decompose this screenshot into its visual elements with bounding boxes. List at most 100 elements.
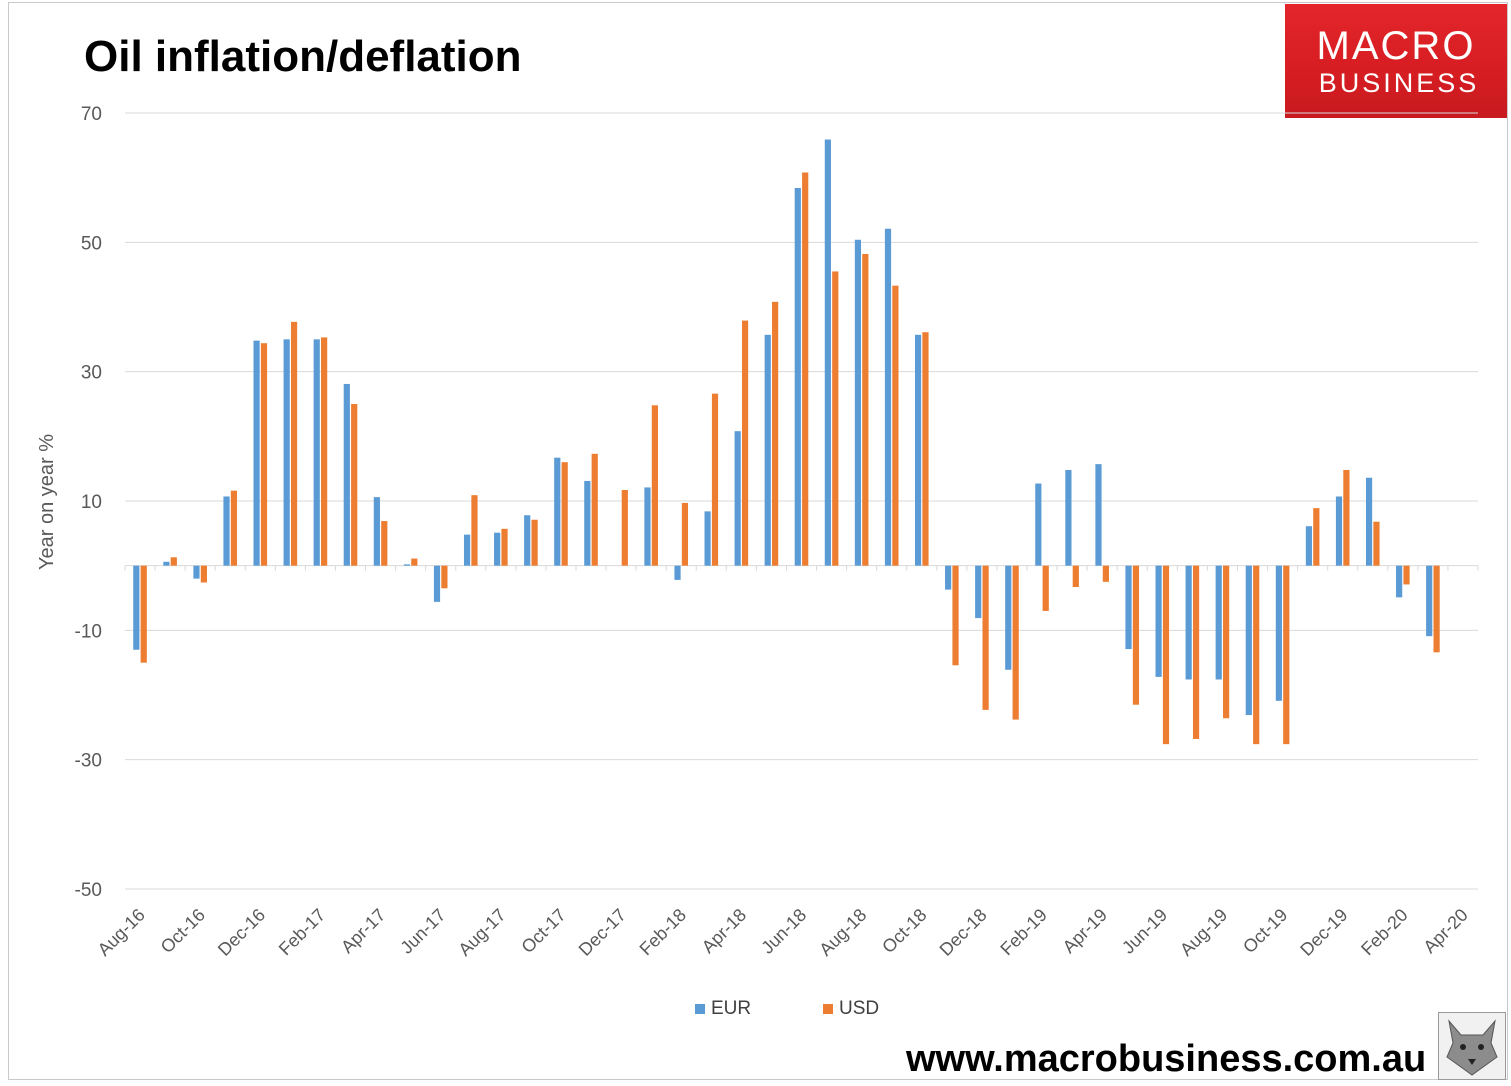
bar-eur-sep-17 [524, 515, 531, 566]
legend-eur-label: EUR [711, 998, 752, 1019]
bar-eur-nov-17 [584, 480, 591, 566]
website-url: www.macrobusiness.com.au [906, 1038, 1427, 1080]
y-tick-label: 70 [81, 104, 102, 125]
bar-eur-jun-19 [1155, 565, 1162, 677]
bar-eur-dec-19 [1335, 496, 1343, 566]
x-tick-label: Feb-20 [1357, 905, 1411, 959]
bar-eur-jan-20 [1365, 477, 1373, 566]
bar-usd-feb-18 [681, 502, 689, 566]
legend-usd-swatch [823, 1003, 833, 1014]
bar-usd-jan-18 [651, 405, 658, 566]
bar-eur-jul-19 [1185, 565, 1192, 680]
bar-eur-jul-17 [463, 534, 471, 566]
legend-usd-label: USD [839, 998, 880, 1019]
bar-usd-dec-19 [1343, 469, 1350, 566]
bar-eur-sep-19 [1245, 565, 1252, 716]
bar-usd-oct-17 [561, 462, 568, 566]
bar-eur-mar-19 [1065, 469, 1072, 566]
bar-usd-jan-17 [290, 321, 298, 566]
bar-eur-aug-18 [854, 239, 862, 566]
bar-eur-feb-17 [313, 339, 320, 566]
bar-usd-jun-19 [1162, 565, 1170, 745]
x-tick-label: Oct-19 [1239, 905, 1291, 957]
bar-eur-nov-19 [1305, 526, 1313, 566]
wolf-mascot-icon [1438, 1012, 1506, 1080]
bar-eur-jan-18 [644, 487, 651, 566]
bar-usd-mar-20 [1433, 565, 1440, 653]
bar-usd-nov-16 [230, 490, 238, 566]
x-tick-label: Apr-20 [1419, 905, 1471, 957]
x-tick-label: Aug-16 [94, 905, 149, 960]
bar-eur-oct-18 [914, 334, 922, 566]
bar-eur-jun-18 [794, 188, 801, 566]
bar-usd-aug-17 [501, 528, 508, 566]
x-axis-tick-labels: Aug-16 Oct-16 Dec-16 Feb-17 Apr-17 Jun-17 Aug-… [94, 905, 1472, 960]
bar-eur-mar-20 [1426, 565, 1433, 637]
chart-title: Oil inflation/deflation [84, 32, 522, 81]
bar-eur-oct-19 [1275, 565, 1282, 701]
bar-usd-oct-19 [1283, 565, 1290, 745]
bar-eur-jul-18 [824, 139, 831, 566]
bar-usd-jan-20 [1373, 521, 1380, 566]
bar-usd-jul-19 [1192, 565, 1200, 739]
bar-eur-jun-17 [433, 565, 441, 602]
bar-eur-feb-18 [674, 565, 681, 580]
bar-usd-nov-19 [1313, 508, 1320, 566]
bar-usd-sep-17 [531, 519, 538, 566]
bar-eur-oct-16 [193, 565, 200, 579]
bar-eur-dec-16 [253, 340, 260, 566]
x-tick-label: Oct-16 [157, 905, 209, 957]
bar-eur-may-19 [1125, 565, 1132, 650]
x-tick-label: Feb-18 [636, 905, 690, 959]
bar-usd-nov-18 [952, 565, 959, 666]
x-tick-label: Apr-17 [337, 905, 389, 957]
x-tick-label: Jun-18 [757, 905, 810, 958]
bar-eur-sep-16 [163, 561, 170, 566]
bar-usd-jan-19 [1012, 565, 1019, 720]
bar-usd-feb-17 [321, 337, 328, 566]
bar-usd-sep-18 [892, 285, 899, 566]
x-tick-label: Oct-17 [517, 905, 569, 957]
bar-usd-mar-18 [711, 393, 719, 566]
gridlines [124, 112, 1479, 890]
y-axis-label: Year on year % [36, 434, 58, 570]
x-tick-label: Dec-18 [936, 905, 991, 960]
bar-usd-jun-17 [441, 565, 448, 589]
bar-usd-mar-19 [1072, 565, 1079, 588]
macrobusiness-logo: MACRO BUSINESS [1285, 4, 1507, 118]
bar-usd-aug-16 [140, 565, 147, 663]
bar-eur-oct-17 [554, 457, 561, 566]
bars [133, 139, 1440, 745]
x-tick-label: Aug-17 [454, 905, 509, 960]
bar-usd-oct-18 [922, 332, 929, 566]
bar-usd-sep-19 [1253, 565, 1260, 745]
bar-eur-aug-19 [1215, 565, 1222, 680]
bar-usd-feb-20 [1403, 565, 1410, 585]
x-tick-label: Jun-19 [1118, 905, 1171, 958]
bar-usd-jul-18 [832, 271, 839, 566]
bar-usd-feb-19 [1042, 565, 1049, 611]
bar-usd-oct-16 [200, 565, 207, 583]
bar-usd-aug-19 [1223, 565, 1230, 719]
bar-usd-may-19 [1132, 565, 1140, 705]
y-tick-label: -50 [75, 880, 102, 901]
y-axis-tick-labels: 70 50 30 10 -10 -30 -50 [75, 104, 102, 901]
legend-eur: EUR [695, 998, 751, 1020]
x-tick-label: Dec-16 [214, 905, 269, 960]
x-tick-label: Apr-18 [698, 905, 750, 957]
y-tick-label: 50 [81, 233, 102, 254]
bar-eur-apr-19 [1095, 464, 1102, 566]
bar-eur-apr-17 [373, 497, 380, 566]
x-tick-label: Feb-17 [275, 905, 329, 959]
bar-eur-mar-17 [343, 383, 350, 566]
logo-line-2: BUSINESS [1318, 68, 1480, 98]
bar-usd-dec-18 [982, 565, 989, 710]
x-tick-label: Jun-17 [396, 905, 449, 958]
legend-eur-swatch [695, 1003, 705, 1014]
bar-eur-apr-18 [734, 431, 741, 566]
bar-usd-jul-17 [471, 495, 478, 566]
bar-usd-jun-18 [802, 172, 809, 566]
bar-usd-apr-17 [381, 521, 388, 566]
logo-line-1: MACRO [1316, 24, 1476, 68]
